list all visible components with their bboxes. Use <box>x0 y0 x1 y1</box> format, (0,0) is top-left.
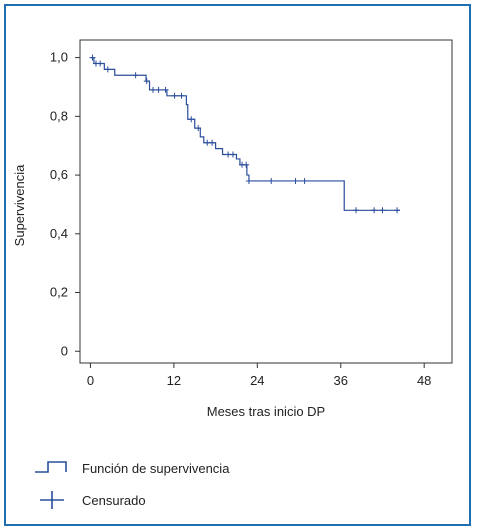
y-tick-label: 0,6 <box>50 167 68 182</box>
censored-point <box>178 92 185 99</box>
x-tick-label: 12 <box>167 373 181 388</box>
chart-marks <box>89 54 401 214</box>
legend: Función de supervivencia Censurado <box>35 461 230 509</box>
censored-point <box>155 86 162 93</box>
x-tick-label: 0 <box>87 373 94 388</box>
survival-step-line <box>90 57 400 211</box>
censored-point <box>301 177 308 184</box>
censored-point <box>394 207 401 214</box>
censored-point <box>132 72 139 79</box>
x-tick-label: 48 <box>417 373 431 388</box>
censored-point <box>229 151 236 158</box>
y-tick-label: 0,8 <box>50 108 68 123</box>
censored-point <box>89 54 96 61</box>
censored-point <box>379 207 386 214</box>
x-axis: 0 12 24 36 48 <box>87 363 431 388</box>
x-tick-label: 36 <box>334 373 348 388</box>
legend-item-survival-function: Función de supervivencia <box>82 461 230 476</box>
censored-point <box>353 207 360 214</box>
y-tick-label: 1,0 <box>50 50 68 65</box>
censored-point <box>143 78 150 85</box>
censored-point <box>171 92 178 99</box>
legend-step-symbol <box>35 461 67 473</box>
censored-point <box>150 86 157 93</box>
x-axis-title: Meses tras inicio DP <box>207 404 325 419</box>
y-tick-label: 0,2 <box>50 285 68 300</box>
censored-point <box>188 116 195 123</box>
y-axis-title: Supervivencia <box>12 164 27 246</box>
censored-point <box>243 161 250 168</box>
censored-point <box>195 125 202 132</box>
censored-point <box>268 177 275 184</box>
censored-point <box>104 66 111 73</box>
legend-censored-symbol <box>40 491 64 509</box>
y-tick-label: 0,4 <box>50 226 68 241</box>
censored-point <box>371 207 378 214</box>
censored-point <box>162 86 169 93</box>
y-axis: 0 0,2 0,4 0,6 0,8 1,0 <box>50 50 80 358</box>
censored-point <box>292 177 299 184</box>
figure-frame <box>4 4 471 526</box>
legend-item-censored: Censurado <box>82 493 146 508</box>
censored-point <box>209 139 216 146</box>
plot-area <box>79 39 453 364</box>
x-tick-label: 24 <box>250 373 264 388</box>
y-tick-label: 0 <box>61 343 68 358</box>
censored-point <box>97 60 104 67</box>
censored-point <box>245 177 252 184</box>
